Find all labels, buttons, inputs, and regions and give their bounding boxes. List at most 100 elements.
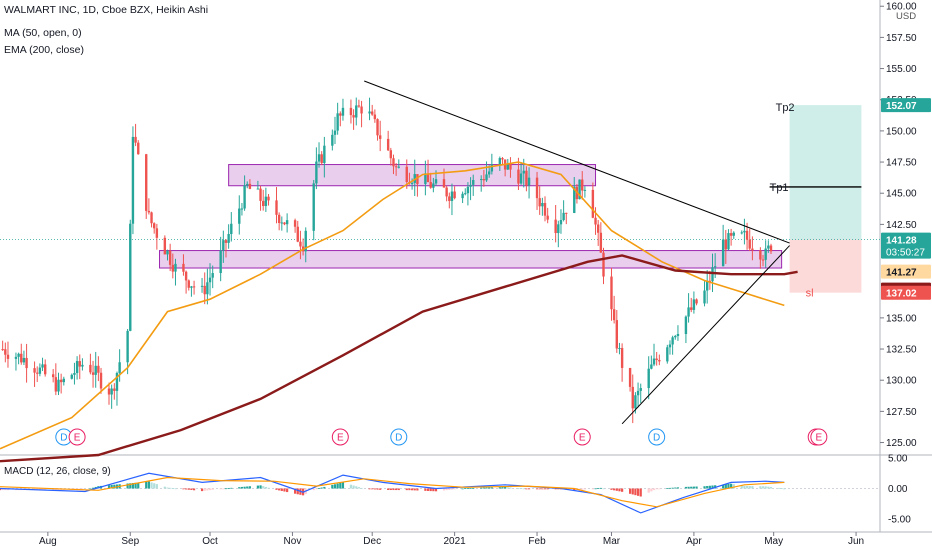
candle-body[interactable]	[299, 241, 302, 247]
candle-body[interactable]	[517, 169, 520, 184]
candle-body[interactable]	[333, 130, 337, 135]
candle-body[interactable]	[20, 353, 23, 363]
candle-body[interactable]	[192, 286, 196, 288]
candle-body[interactable]	[410, 182, 414, 184]
candle-body[interactable]	[355, 105, 358, 118]
candle-body[interactable]	[89, 364, 92, 373]
candle-body[interactable]	[277, 214, 281, 223]
candle-body[interactable]	[296, 226, 299, 242]
candle-body[interactable]	[394, 166, 398, 168]
earnings-marker[interactable]	[810, 428, 828, 446]
candle-body[interactable]	[634, 395, 637, 409]
candle-body[interactable]	[684, 316, 688, 335]
candle-body[interactable]	[628, 367, 632, 387]
candle-body[interactable]	[227, 234, 230, 243]
candle-body[interactable]	[506, 163, 509, 170]
candle-body[interactable]	[36, 372, 39, 374]
candle-body[interactable]	[107, 388, 111, 395]
candle-body[interactable]	[341, 107, 345, 116]
candle-body[interactable]	[538, 198, 541, 207]
symbol-legend[interactable]: WALMART INC, 1D, Cboe BZX, Heikin Ashi	[4, 4, 209, 16]
candle-body[interactable]	[727, 233, 730, 250]
candle-body[interactable]	[264, 196, 268, 207]
candle-body[interactable]	[317, 154, 321, 162]
candle-body[interactable]	[636, 390, 640, 396]
candle-body[interactable]	[280, 222, 284, 224]
candle-body[interactable]	[386, 138, 390, 151]
candle-body[interactable]	[349, 107, 353, 116]
candle-body[interactable]	[405, 166, 408, 182]
ma-legend[interactable]: MA (50, open, 0)	[4, 27, 82, 39]
earnings-marker[interactable]	[68, 428, 86, 446]
candle-body[interactable]	[371, 111, 374, 115]
candle-body[interactable]	[315, 161, 318, 184]
candle-body[interactable]	[259, 188, 262, 201]
candle-body[interactable]	[113, 388, 116, 391]
earnings-marker[interactable]	[331, 428, 349, 446]
candle-body[interactable]	[17, 353, 20, 357]
candle-body[interactable]	[612, 309, 616, 321]
candle-body[interactable]	[184, 271, 188, 281]
candle-body[interactable]	[751, 248, 754, 251]
candle-body[interactable]	[480, 179, 483, 181]
candle-body[interactable]	[740, 232, 743, 234]
candle-body[interactable]	[466, 186, 470, 194]
candle-body[interactable]	[708, 280, 712, 282]
candle-body[interactable]	[490, 164, 494, 172]
candle-body[interactable]	[482, 179, 486, 181]
candle-body[interactable]	[190, 286, 193, 288]
candle-body[interactable]	[764, 248, 767, 260]
candle-body[interactable]	[573, 186, 576, 213]
candle-body[interactable]	[732, 232, 735, 236]
candle-body[interactable]	[596, 224, 600, 233]
candle-body[interactable]	[62, 378, 66, 383]
candle-body[interactable]	[78, 361, 81, 367]
candle-body[interactable]	[620, 348, 624, 368]
candle-body[interactable]	[559, 220, 563, 225]
candle-body[interactable]	[602, 252, 605, 277]
macd-legend[interactable]: MACD (12, 26, close, 9)	[4, 466, 111, 477]
candle-body[interactable]	[485, 174, 488, 181]
candle-body[interactable]	[376, 119, 379, 136]
candle-body[interactable]	[331, 134, 334, 146]
candle-body[interactable]	[283, 222, 286, 225]
candle-body[interactable]	[187, 280, 190, 288]
candle-body[interactable]	[445, 187, 448, 197]
candle-body[interactable]	[211, 273, 214, 278]
candle-body[interactable]	[75, 361, 79, 374]
candle-body[interactable]	[450, 191, 454, 201]
candle-body[interactable]	[639, 388, 642, 391]
candle-body[interactable]	[767, 245, 770, 249]
candle-body[interactable]	[91, 372, 95, 375]
candle-body[interactable]	[33, 368, 36, 373]
support-zone[interactable]	[159, 250, 783, 269]
candle-body[interactable]	[453, 191, 456, 199]
candle-body[interactable]	[565, 212, 568, 214]
candle-body[interactable]	[671, 337, 674, 345]
candle-body[interactable]	[145, 154, 148, 211]
ascending-trendline[interactable]	[621, 245, 790, 425]
candle-body[interactable]	[240, 208, 244, 210]
candle-body[interactable]	[155, 228, 159, 238]
candle-body[interactable]	[134, 136, 137, 143]
candle-body[interactable]	[668, 344, 672, 348]
candle-body[interactable]	[655, 358, 658, 360]
candle-body[interactable]	[721, 239, 725, 267]
earnings-marker[interactable]	[573, 428, 591, 446]
candle-body[interactable]	[618, 348, 621, 350]
candle-body[interactable]	[535, 177, 539, 199]
candle-body[interactable]	[676, 334, 680, 336]
candle-body[interactable]	[163, 237, 167, 255]
candle-body[interactable]	[705, 280, 709, 291]
candle-body[interactable]	[206, 282, 209, 295]
candle-body[interactable]	[652, 358, 656, 365]
candle-body[interactable]	[432, 183, 435, 188]
candle-body[interactable]	[594, 217, 597, 225]
candle-body[interactable]	[99, 372, 103, 389]
candle-body[interactable]	[729, 233, 733, 236]
candle-body[interactable]	[323, 145, 326, 164]
candle-body[interactable]	[152, 223, 156, 229]
candle-body[interactable]	[615, 320, 618, 349]
candle-body[interactable]	[115, 372, 119, 391]
candle-body[interactable]	[426, 173, 430, 183]
